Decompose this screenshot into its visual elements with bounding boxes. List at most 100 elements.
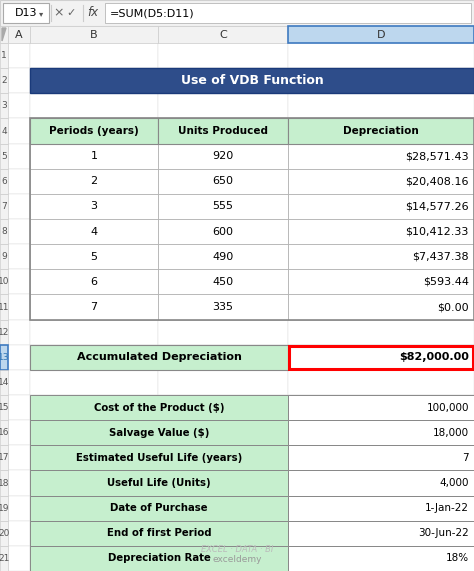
Bar bbox=[0, 244, 8, 270]
Bar bbox=[30, 295, 158, 320]
Bar bbox=[288, 168, 474, 194]
Bar bbox=[158, 270, 288, 295]
Bar bbox=[30, 143, 158, 168]
Bar bbox=[288, 194, 474, 219]
Bar bbox=[288, 43, 474, 68]
Bar bbox=[30, 471, 288, 496]
Text: $10,412.33: $10,412.33 bbox=[406, 227, 469, 236]
Bar bbox=[288, 546, 474, 571]
Text: B: B bbox=[90, 30, 98, 39]
Text: ✓: ✓ bbox=[66, 8, 76, 18]
Bar bbox=[288, 168, 474, 194]
Bar bbox=[30, 93, 158, 118]
Bar bbox=[8, 521, 30, 546]
Text: 6: 6 bbox=[1, 177, 7, 186]
Text: 4: 4 bbox=[91, 227, 98, 236]
Text: Useful Life (Units): Useful Life (Units) bbox=[107, 478, 211, 488]
Bar bbox=[158, 295, 288, 320]
Bar bbox=[0, 168, 8, 194]
Bar bbox=[288, 143, 474, 168]
Text: 4,000: 4,000 bbox=[439, 478, 469, 488]
Text: 30-Jun-22: 30-Jun-22 bbox=[418, 528, 469, 538]
Bar bbox=[30, 194, 158, 219]
Bar bbox=[30, 295, 158, 320]
Bar bbox=[0, 68, 8, 93]
Bar bbox=[8, 270, 30, 295]
Bar bbox=[288, 471, 474, 496]
Bar bbox=[158, 270, 288, 295]
Bar bbox=[0, 496, 8, 521]
Bar bbox=[30, 194, 158, 219]
Bar bbox=[8, 395, 30, 420]
Text: 1: 1 bbox=[1, 51, 7, 60]
Text: C: C bbox=[219, 30, 227, 39]
Text: D: D bbox=[377, 30, 385, 39]
Text: 11: 11 bbox=[0, 303, 10, 312]
Bar bbox=[288, 26, 474, 43]
Text: 19: 19 bbox=[0, 504, 10, 513]
Text: Depreciation Rate: Depreciation Rate bbox=[108, 553, 210, 564]
Text: 2: 2 bbox=[1, 76, 7, 85]
Bar bbox=[288, 521, 474, 546]
Bar bbox=[0, 143, 8, 168]
Bar bbox=[288, 395, 474, 420]
Text: 16: 16 bbox=[0, 428, 10, 437]
Bar bbox=[8, 445, 30, 471]
Text: 5: 5 bbox=[1, 152, 7, 160]
Text: ▾: ▾ bbox=[39, 10, 43, 18]
Bar bbox=[158, 118, 288, 143]
Text: exceldemy: exceldemy bbox=[212, 554, 262, 564]
Text: 8: 8 bbox=[1, 227, 7, 236]
Text: $593.44: $593.44 bbox=[423, 277, 469, 287]
Text: 20: 20 bbox=[0, 529, 9, 538]
Text: Use of VDB Function: Use of VDB Function bbox=[181, 74, 323, 87]
Bar bbox=[30, 395, 288, 420]
Bar bbox=[288, 345, 474, 370]
Text: 7: 7 bbox=[1, 202, 7, 211]
Text: 18,000: 18,000 bbox=[433, 428, 469, 438]
Bar bbox=[8, 295, 30, 320]
Bar bbox=[288, 420, 474, 445]
Bar bbox=[8, 345, 30, 370]
Bar bbox=[8, 219, 30, 244]
Bar bbox=[0, 219, 8, 244]
Text: Accumulated Depreciation: Accumulated Depreciation bbox=[77, 352, 241, 362]
Bar bbox=[158, 320, 288, 345]
Bar bbox=[288, 219, 474, 244]
Text: Cost of the Product ($): Cost of the Product ($) bbox=[94, 403, 224, 413]
Text: 18%: 18% bbox=[446, 553, 469, 564]
Text: 9: 9 bbox=[1, 252, 7, 261]
Bar bbox=[0, 445, 8, 471]
Text: 12: 12 bbox=[0, 328, 9, 337]
Bar bbox=[8, 93, 30, 118]
Bar bbox=[158, 546, 288, 571]
Bar bbox=[30, 43, 158, 68]
Text: 1-Jan-22: 1-Jan-22 bbox=[425, 503, 469, 513]
Bar bbox=[0, 270, 8, 295]
Bar bbox=[30, 168, 158, 194]
Bar bbox=[30, 270, 158, 295]
Bar bbox=[288, 219, 474, 244]
Bar bbox=[288, 345, 474, 370]
Text: 335: 335 bbox=[212, 302, 234, 312]
Bar bbox=[105, 3, 471, 23]
Bar bbox=[3, 3, 49, 23]
Bar bbox=[8, 370, 30, 395]
Bar bbox=[30, 118, 474, 320]
Bar bbox=[158, 244, 288, 270]
Text: $20,408.16: $20,408.16 bbox=[405, 176, 469, 186]
Bar bbox=[158, 168, 288, 194]
Bar bbox=[30, 445, 288, 471]
Bar bbox=[30, 345, 158, 370]
Text: Units Produced: Units Produced bbox=[178, 126, 268, 136]
Bar bbox=[158, 194, 288, 219]
Bar bbox=[8, 118, 30, 143]
Bar bbox=[0, 546, 8, 571]
Bar bbox=[0, 194, 8, 219]
Bar bbox=[288, 496, 474, 521]
Text: 10: 10 bbox=[0, 278, 10, 287]
Bar bbox=[0, 395, 8, 420]
Text: 450: 450 bbox=[212, 277, 234, 287]
Bar bbox=[30, 496, 158, 521]
Bar bbox=[0, 118, 8, 143]
